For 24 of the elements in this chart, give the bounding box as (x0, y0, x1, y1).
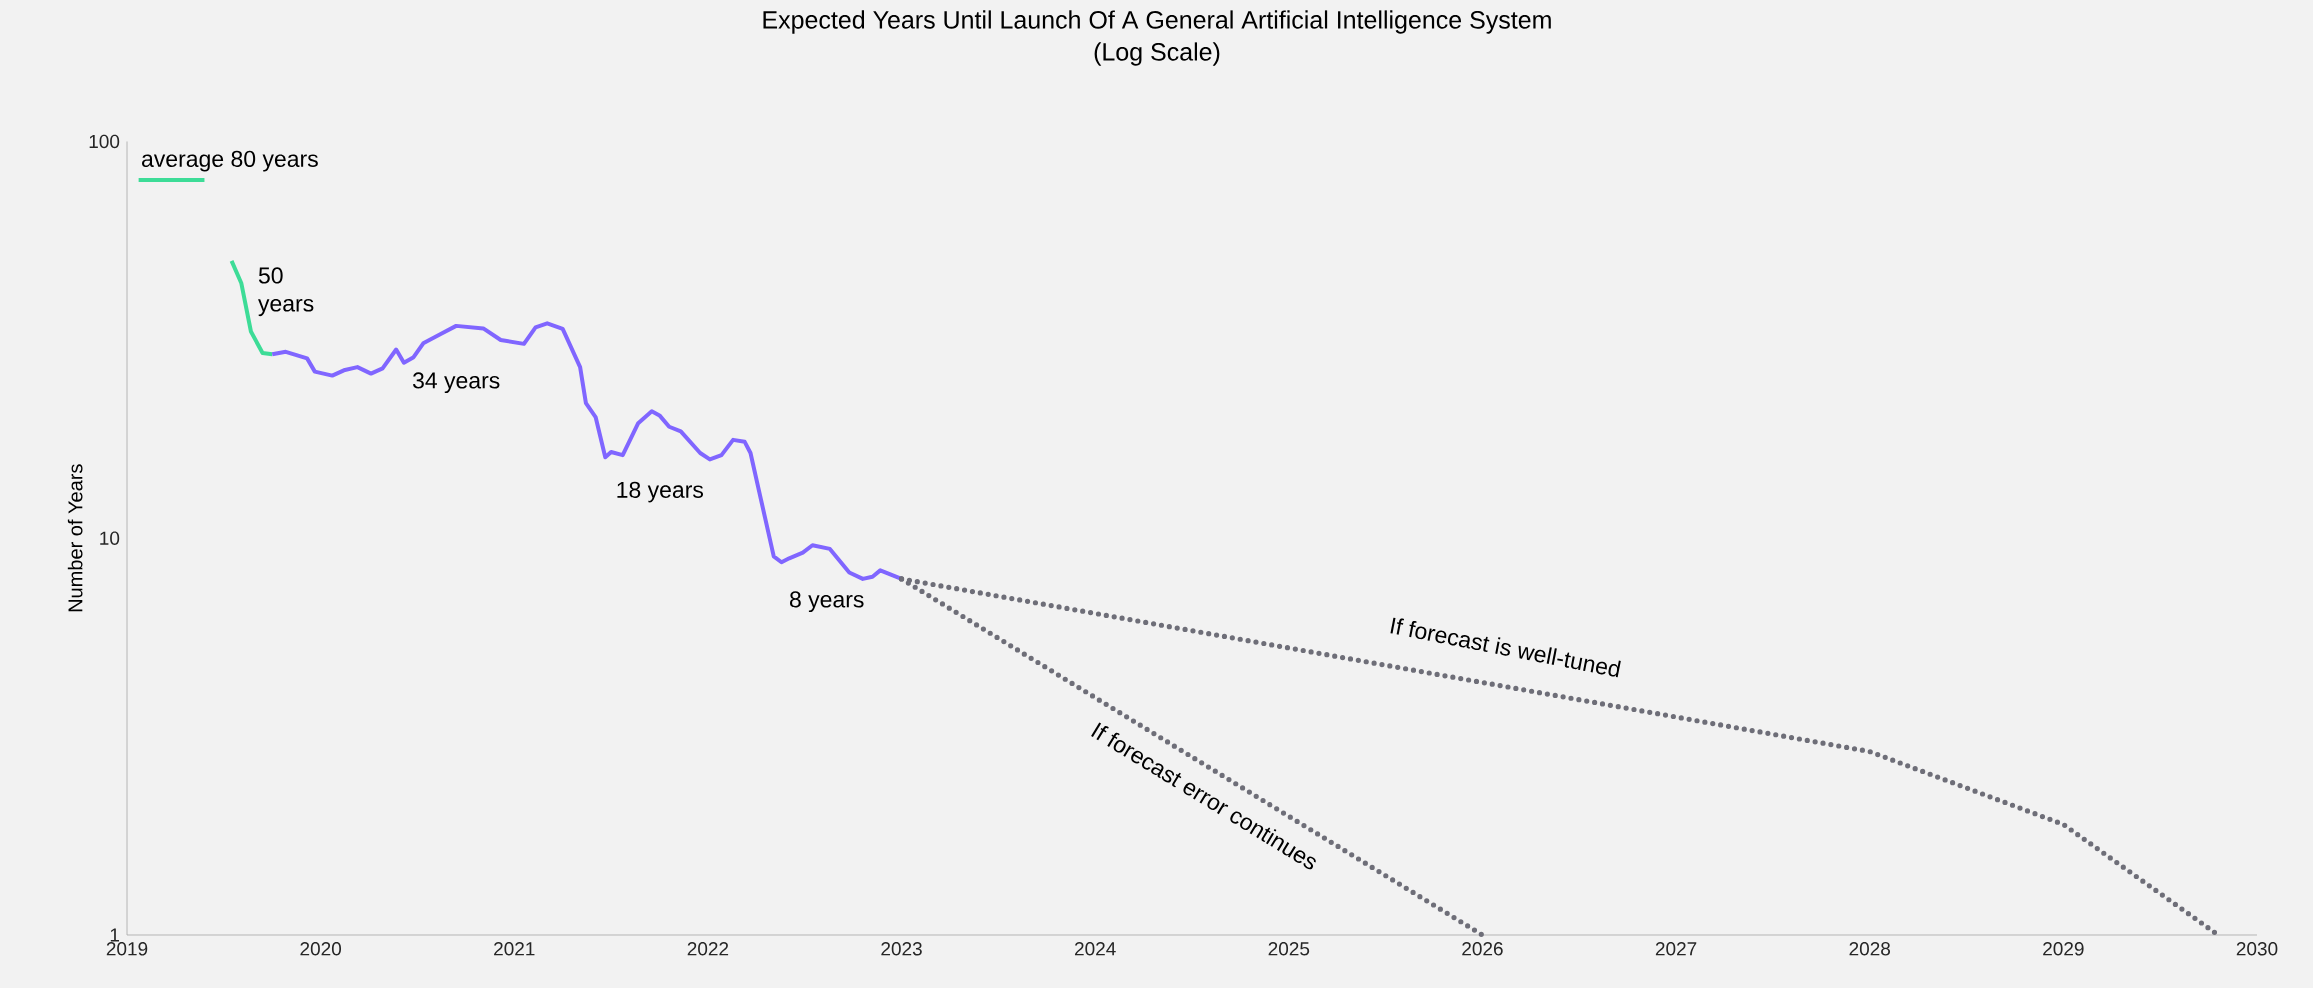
y-tick-label: 100 (89, 134, 120, 149)
annotation: 50 years (258, 267, 314, 317)
x-tick-label: 2019 (106, 942, 148, 956)
x-tick-label: 2021 (494, 942, 535, 956)
x-tick-label: 2028 (1849, 942, 1891, 956)
chart-title: Expected Years Until Launch Of A General Artificial Intelligence System (763, 10, 1551, 34)
x-tick-label: 2026 (1462, 942, 1503, 956)
x-tick-label: 2027 (1655, 942, 1697, 956)
x-tick-label: 2025 (1268, 942, 1310, 956)
chart-subtitle: (Log Scale) (1094, 42, 1220, 66)
x-tick-label: 2029 (2043, 942, 2084, 956)
annotation: average 80 years (142, 150, 318, 172)
y-tick-label: 1 (110, 928, 119, 942)
x-tick-label: 2022 (687, 942, 729, 956)
x-tick-label: 2030 (2236, 942, 2278, 956)
annotation: If forecast is well-tuned (1390, 617, 1621, 678)
x-tick-label: 2023 (881, 942, 922, 956)
annotation: 8 years (790, 591, 864, 613)
x-tick-label: 2020 (300, 942, 342, 956)
y-tick-label: 10 (100, 531, 120, 545)
annotation: 34 years (412, 372, 500, 394)
x-tick-label: 2024 (1074, 942, 1116, 956)
annotation: 18 years (617, 481, 704, 503)
y-axis-title: Number of Years (67, 464, 83, 612)
